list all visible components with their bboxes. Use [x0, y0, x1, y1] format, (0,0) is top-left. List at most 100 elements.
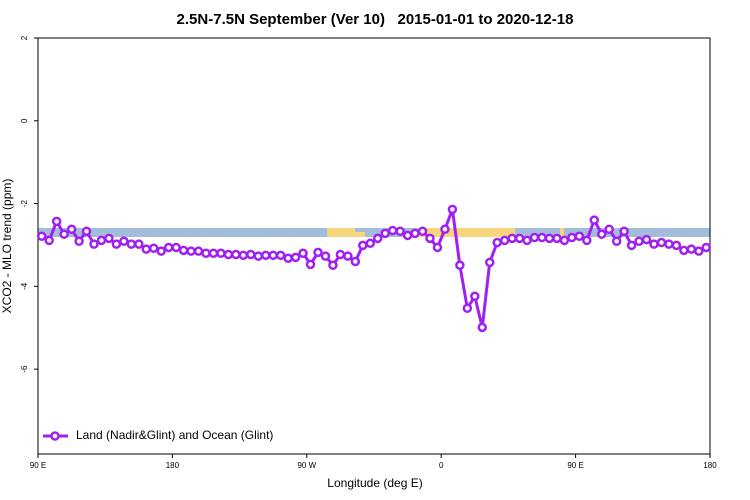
- point: [298, 248, 308, 258]
- point: [231, 249, 241, 260]
- point: [589, 215, 600, 225]
- point: [66, 224, 77, 234]
- point: [634, 236, 644, 246]
- point: [387, 225, 398, 236]
- x-tick-label: 90 E: [567, 461, 583, 470]
- point: [89, 239, 99, 249]
- point: [36, 231, 47, 242]
- point: [649, 239, 659, 249]
- point: [619, 226, 629, 237]
- point: [514, 233, 525, 244]
- point: [343, 251, 353, 261]
- point: [537, 232, 547, 243]
- point: [104, 233, 114, 244]
- x-tick-label: 180: [703, 461, 717, 470]
- point: [313, 247, 323, 258]
- point: [305, 259, 316, 270]
- point: [119, 236, 129, 246]
- point: [596, 229, 607, 239]
- point: [656, 237, 667, 248]
- point: [567, 232, 577, 243]
- y-tick-label: 0: [20, 118, 29, 123]
- y-axis-label: XCO2 - MLO trend (ppm): [0, 179, 14, 314]
- point: [507, 233, 517, 244]
- point: [96, 235, 107, 246]
- point: [544, 233, 555, 244]
- x-tick-label: 180: [166, 461, 180, 470]
- point: [148, 243, 159, 254]
- point: [582, 235, 592, 246]
- point: [216, 248, 226, 258]
- point: [477, 322, 488, 333]
- point: [365, 238, 376, 249]
- point: [171, 242, 181, 253]
- point: [425, 233, 435, 244]
- point: [694, 246, 704, 256]
- point: [686, 244, 697, 254]
- x-tick-label: 90 E: [30, 461, 46, 470]
- point: [141, 244, 152, 254]
- point: [156, 246, 166, 256]
- point: [253, 251, 264, 261]
- point: [432, 242, 443, 253]
- point: [186, 246, 196, 256]
- point: [604, 224, 614, 234]
- point: [492, 237, 502, 248]
- point: [275, 250, 286, 261]
- chart-title: 2.5N-7.5N September (Ver 10) 2015-01-01 …: [177, 11, 574, 28]
- y-tick-label: -6: [20, 365, 29, 373]
- point: [81, 226, 92, 237]
- point: [74, 236, 84, 246]
- point: [402, 230, 413, 241]
- y-tick-label: 2: [20, 35, 29, 40]
- point: [208, 248, 219, 258]
- point: [238, 250, 249, 261]
- x-tick-label: 90 W: [297, 461, 316, 470]
- land-band: [560, 228, 564, 237]
- point: [417, 226, 428, 237]
- x-axis-label: Longitude (deg E): [327, 476, 422, 490]
- point: [679, 245, 689, 256]
- point: [201, 248, 211, 258]
- y-tick-label: -2: [20, 199, 29, 207]
- point: [335, 249, 346, 260]
- point: [447, 204, 458, 215]
- point: [701, 242, 712, 253]
- point: [134, 239, 144, 249]
- point: [499, 235, 510, 246]
- point: [283, 253, 293, 263]
- x-tick-label: 0: [439, 461, 444, 470]
- point: [611, 236, 622, 246]
- y-tick-label: -4: [20, 282, 29, 290]
- point: [574, 231, 585, 242]
- point: [126, 239, 137, 249]
- point: [559, 235, 570, 246]
- point: [223, 249, 234, 260]
- point: [410, 228, 420, 239]
- point: [290, 252, 301, 263]
- point: [44, 235, 54, 246]
- point: [671, 240, 682, 251]
- point: [178, 245, 189, 256]
- point: [328, 260, 338, 270]
- surface-band: [38, 228, 710, 237]
- point: [163, 242, 174, 253]
- point: [440, 224, 450, 234]
- point: [350, 256, 361, 267]
- point: [193, 246, 204, 256]
- point: [51, 216, 62, 227]
- point: [626, 240, 637, 251]
- point: [552, 233, 562, 244]
- point: [358, 240, 368, 251]
- point: [664, 239, 674, 249]
- point: [372, 233, 383, 244]
- land-band: [418, 228, 515, 237]
- point: [246, 249, 256, 260]
- point: [260, 250, 271, 261]
- point: [529, 232, 540, 243]
- legend-marker: [50, 431, 60, 441]
- point: [268, 250, 278, 261]
- point: [522, 235, 532, 246]
- point: [641, 234, 652, 245]
